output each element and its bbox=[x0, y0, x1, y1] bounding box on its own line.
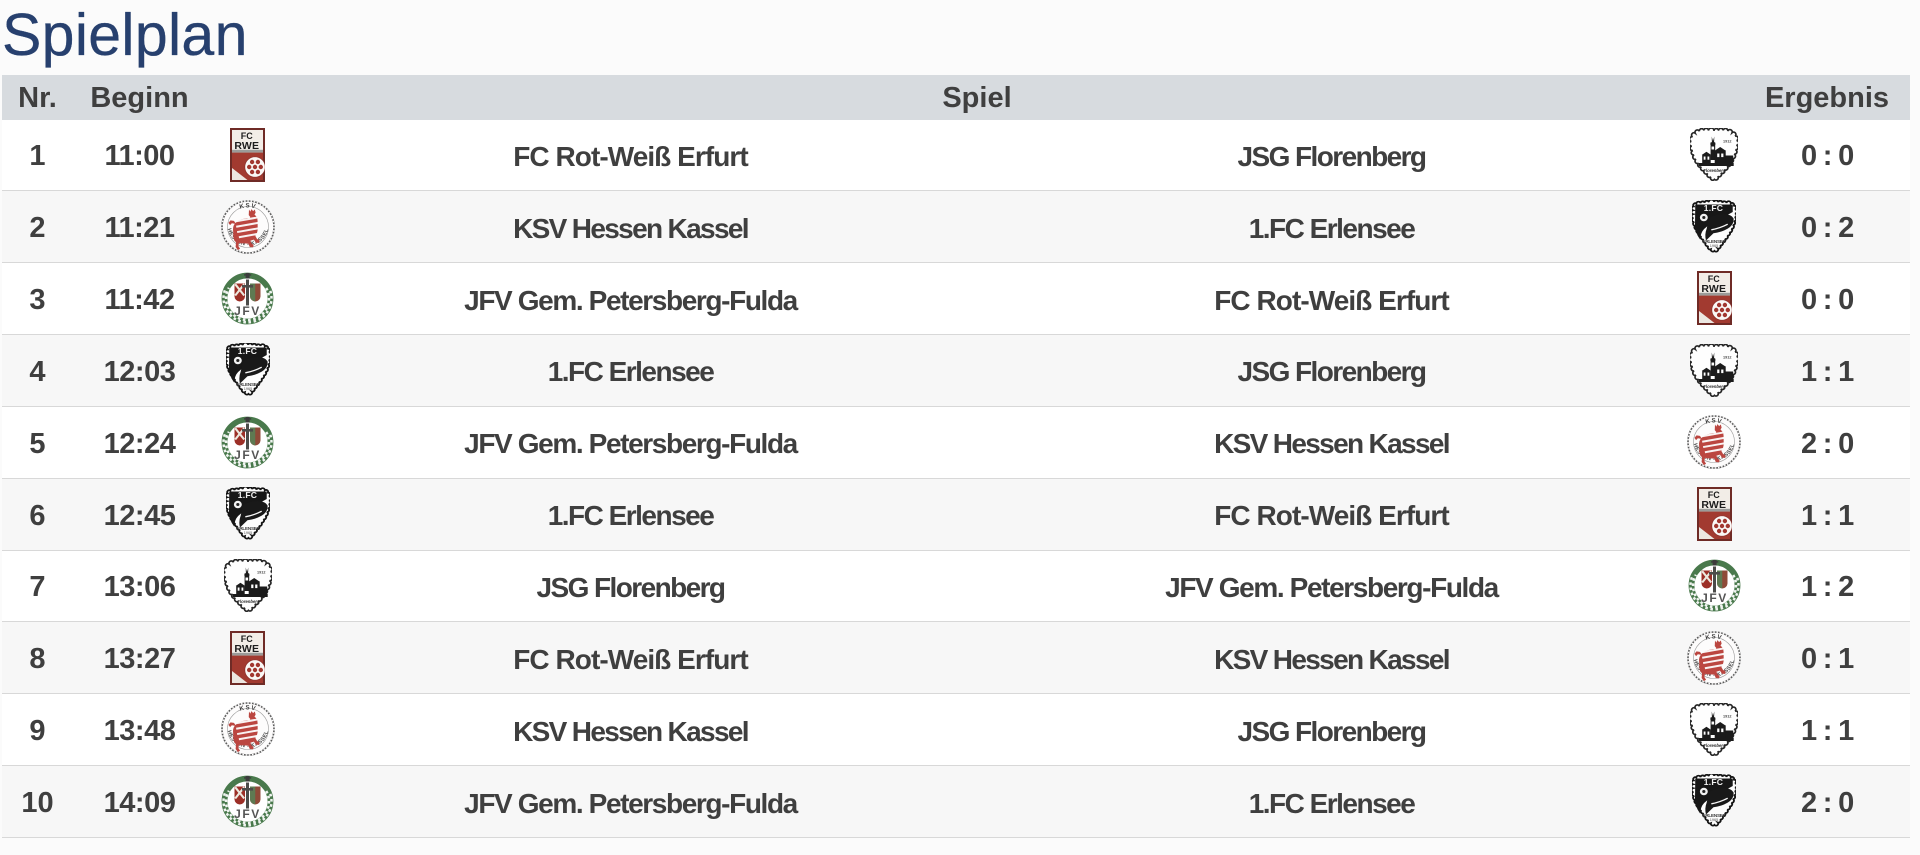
svg-text:RWE: RWE bbox=[234, 139, 259, 151]
svg-text:1965: 1965 bbox=[243, 388, 252, 392]
svg-text:1965: 1965 bbox=[243, 531, 252, 535]
svg-text:1.FC: 1.FC bbox=[1704, 779, 1723, 788]
svg-text:JFV: JFV bbox=[234, 448, 261, 462]
svg-text:KSV: KSV bbox=[238, 202, 257, 210]
svg-text:KSV: KSV bbox=[238, 705, 257, 713]
svg-text:1.FC: 1.FC bbox=[1704, 204, 1723, 213]
svg-text:Florenberg: Florenberg bbox=[1703, 743, 1726, 748]
svg-text:ERLENSEE: ERLENSEE bbox=[236, 383, 259, 388]
svg-text:RWE: RWE bbox=[234, 642, 259, 654]
svg-text:JFV: JFV bbox=[234, 807, 261, 821]
svg-text:1965: 1965 bbox=[1710, 244, 1719, 248]
svg-text:1912: 1912 bbox=[1723, 714, 1731, 718]
svg-text:FC: FC bbox=[1707, 490, 1719, 500]
svg-text:1.FC: 1.FC bbox=[237, 347, 256, 356]
svg-text:Florenberg: Florenberg bbox=[1703, 168, 1726, 173]
svg-text:RWE: RWE bbox=[1701, 499, 1726, 511]
svg-text:FC: FC bbox=[1707, 275, 1719, 285]
svg-text:JFV: JFV bbox=[234, 304, 261, 318]
svg-text:1965: 1965 bbox=[1710, 819, 1719, 823]
svg-text:1912: 1912 bbox=[1723, 355, 1731, 359]
svg-text:1912: 1912 bbox=[257, 571, 265, 575]
svg-text:ERLENSEE: ERLENSEE bbox=[236, 526, 259, 531]
svg-text:JFV: JFV bbox=[1701, 591, 1728, 605]
svg-text:KSV: KSV bbox=[1705, 417, 1724, 425]
svg-text:Florenberg: Florenberg bbox=[237, 599, 260, 604]
svg-text:ERLENSEE: ERLENSEE bbox=[1703, 239, 1726, 244]
svg-text:FC: FC bbox=[241, 634, 253, 644]
svg-text:KSV: KSV bbox=[1705, 633, 1724, 641]
svg-text:1.FC: 1.FC bbox=[237, 491, 256, 500]
svg-text:FC: FC bbox=[241, 131, 253, 141]
svg-text:RWE: RWE bbox=[1701, 283, 1726, 295]
svg-text:1912: 1912 bbox=[1723, 140, 1731, 144]
svg-text:ERLENSEE: ERLENSEE bbox=[1703, 814, 1726, 819]
svg-text:Florenberg: Florenberg bbox=[1703, 384, 1726, 389]
